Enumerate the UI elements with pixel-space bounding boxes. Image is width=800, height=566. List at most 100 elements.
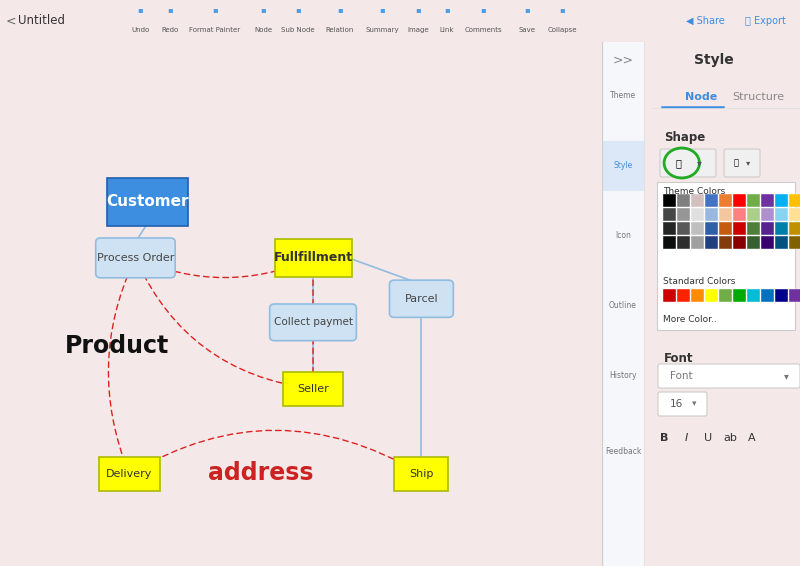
- Text: Process Order: Process Order: [97, 253, 174, 263]
- FancyBboxPatch shape: [719, 222, 732, 235]
- FancyBboxPatch shape: [660, 149, 716, 177]
- Text: Standard Colors: Standard Colors: [663, 277, 735, 286]
- FancyBboxPatch shape: [602, 141, 644, 191]
- Text: ▪: ▪: [260, 6, 266, 15]
- FancyBboxPatch shape: [107, 178, 188, 226]
- Text: Structure: Structure: [733, 92, 785, 102]
- FancyBboxPatch shape: [677, 236, 690, 249]
- Text: Product: Product: [65, 334, 170, 358]
- Text: B: B: [660, 433, 668, 443]
- Text: Ship: Ship: [410, 469, 434, 479]
- FancyBboxPatch shape: [733, 289, 746, 302]
- FancyBboxPatch shape: [705, 289, 718, 302]
- FancyBboxPatch shape: [761, 289, 774, 302]
- FancyBboxPatch shape: [705, 236, 718, 249]
- Text: ◀ Share: ◀ Share: [686, 16, 725, 26]
- Text: Font: Font: [664, 351, 694, 365]
- FancyBboxPatch shape: [761, 236, 774, 249]
- FancyBboxPatch shape: [691, 208, 704, 221]
- FancyBboxPatch shape: [789, 236, 800, 249]
- Text: Redo: Redo: [162, 27, 178, 33]
- Text: Node: Node: [685, 92, 717, 102]
- FancyBboxPatch shape: [705, 208, 718, 221]
- FancyBboxPatch shape: [677, 208, 690, 221]
- FancyBboxPatch shape: [719, 289, 732, 302]
- FancyBboxPatch shape: [270, 304, 356, 341]
- Text: Relation: Relation: [326, 27, 354, 33]
- FancyBboxPatch shape: [658, 392, 707, 416]
- FancyBboxPatch shape: [789, 208, 800, 221]
- Text: ▾: ▾: [783, 371, 789, 381]
- Text: 🖊: 🖊: [734, 158, 738, 168]
- FancyBboxPatch shape: [789, 194, 800, 207]
- Text: Font: Font: [670, 371, 693, 381]
- FancyBboxPatch shape: [724, 149, 760, 177]
- Text: Untitled: Untitled: [18, 15, 65, 28]
- FancyBboxPatch shape: [747, 289, 760, 302]
- FancyBboxPatch shape: [789, 222, 800, 235]
- FancyBboxPatch shape: [677, 289, 690, 302]
- FancyBboxPatch shape: [747, 208, 760, 221]
- Text: ▪: ▪: [444, 6, 450, 15]
- Text: Style: Style: [614, 161, 633, 170]
- Text: History: History: [610, 371, 637, 380]
- Text: ▪: ▪: [379, 6, 385, 15]
- FancyBboxPatch shape: [775, 208, 788, 221]
- FancyBboxPatch shape: [705, 222, 718, 235]
- FancyBboxPatch shape: [775, 236, 788, 249]
- Text: Image: Image: [407, 27, 429, 33]
- Text: Theme Colors: Theme Colors: [663, 187, 726, 196]
- Text: ▪: ▪: [337, 6, 343, 15]
- FancyBboxPatch shape: [789, 289, 800, 302]
- Text: ▪: ▪: [212, 6, 218, 15]
- FancyBboxPatch shape: [663, 236, 676, 249]
- Text: Fullfillment: Fullfillment: [274, 251, 353, 264]
- Text: Shape: Shape: [664, 131, 706, 144]
- Text: ▾: ▾: [692, 400, 696, 409]
- Text: Feedback: Feedback: [605, 447, 641, 456]
- Text: ▪: ▪: [295, 6, 301, 15]
- Text: Theme: Theme: [610, 92, 636, 101]
- FancyBboxPatch shape: [691, 222, 704, 235]
- FancyBboxPatch shape: [283, 372, 343, 406]
- Text: Style: Style: [694, 53, 734, 67]
- Text: Collapse: Collapse: [547, 27, 577, 33]
- Text: 🪣: 🪣: [676, 158, 682, 168]
- Text: Node: Node: [254, 27, 272, 33]
- FancyBboxPatch shape: [761, 208, 774, 221]
- FancyBboxPatch shape: [602, 42, 644, 566]
- Text: ▪: ▪: [137, 6, 143, 15]
- FancyBboxPatch shape: [719, 236, 732, 249]
- FancyBboxPatch shape: [691, 236, 704, 249]
- Text: Seller: Seller: [297, 384, 329, 394]
- Text: Comments: Comments: [464, 27, 502, 33]
- FancyBboxPatch shape: [733, 208, 746, 221]
- Text: U: U: [704, 433, 712, 443]
- FancyBboxPatch shape: [663, 289, 676, 302]
- FancyBboxPatch shape: [677, 194, 690, 207]
- Text: Collect paymet: Collect paymet: [274, 318, 353, 327]
- Text: ▾: ▾: [746, 158, 750, 168]
- FancyBboxPatch shape: [691, 289, 704, 302]
- Text: More Color..: More Color..: [663, 315, 717, 324]
- Text: ▪: ▪: [167, 6, 173, 15]
- Text: ab: ab: [723, 433, 737, 443]
- FancyBboxPatch shape: [394, 457, 449, 491]
- Text: <: <: [6, 15, 17, 28]
- Text: Outline: Outline: [609, 302, 637, 311]
- Text: Link: Link: [440, 27, 454, 33]
- FancyBboxPatch shape: [274, 239, 351, 277]
- FancyBboxPatch shape: [747, 222, 760, 235]
- FancyBboxPatch shape: [663, 222, 676, 235]
- FancyBboxPatch shape: [658, 364, 800, 388]
- FancyBboxPatch shape: [663, 208, 676, 221]
- FancyBboxPatch shape: [719, 194, 732, 207]
- Text: Summary: Summary: [365, 27, 399, 33]
- FancyBboxPatch shape: [733, 194, 746, 207]
- FancyBboxPatch shape: [733, 222, 746, 235]
- Text: Delivery: Delivery: [106, 469, 153, 479]
- FancyBboxPatch shape: [677, 222, 690, 235]
- FancyBboxPatch shape: [747, 194, 760, 207]
- Text: Parcel: Parcel: [405, 294, 438, 304]
- FancyBboxPatch shape: [761, 194, 774, 207]
